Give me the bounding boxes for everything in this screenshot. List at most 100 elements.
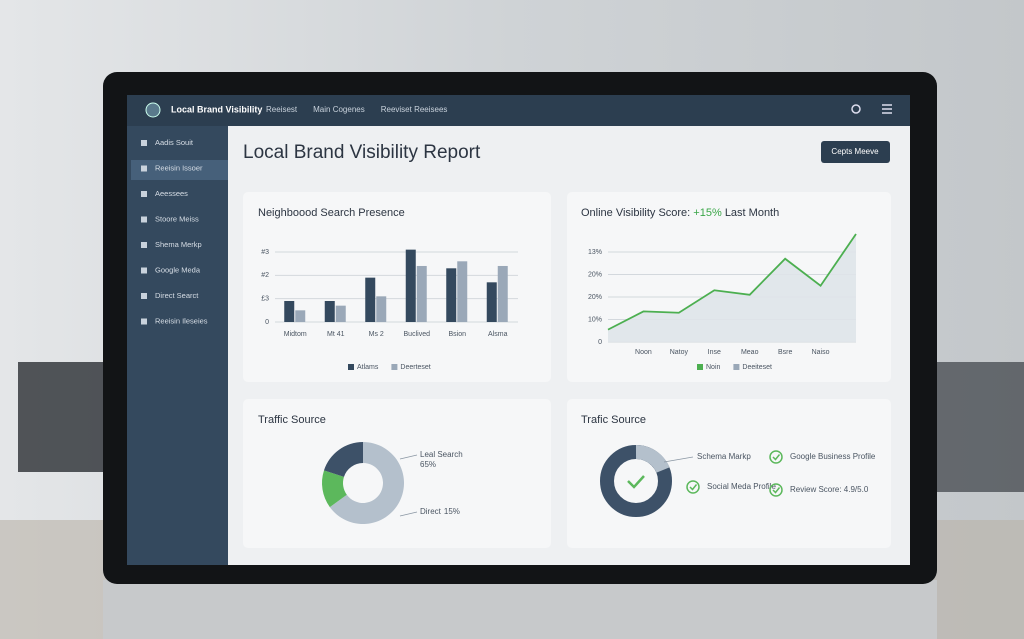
leader-line — [399, 454, 418, 460]
sidebar-icon — [141, 216, 147, 223]
sidebar-item[interactable]: Aadis Souit — [155, 138, 194, 147]
donut-segment — [329, 441, 405, 524]
leader-line — [663, 456, 694, 463]
check-mark — [772, 487, 781, 494]
checklist-item: Schema Markp — [697, 452, 751, 461]
sidebar-item[interactable]: Direct Searct — [155, 291, 199, 300]
x-tick-label: Ms 2 — [369, 331, 384, 338]
x-tick-label: Naiso — [812, 349, 830, 356]
y-tick-label: 20% — [588, 271, 602, 278]
title-part: Online Visibility Score: — [581, 207, 690, 219]
sidebar-icon — [141, 191, 147, 197]
legend-swatch — [391, 364, 398, 370]
card-title: Neighboood Search Presence — [258, 207, 405, 219]
logo — [145, 102, 161, 118]
x-tick-label: Noon — [635, 349, 652, 356]
bar — [497, 265, 508, 322]
x-tick-label: Inse — [708, 349, 721, 356]
sidebar-item[interactable]: Aeessees — [155, 189, 188, 198]
x-tick-label: Buclived — [404, 331, 431, 338]
legend-swatch — [733, 364, 740, 370]
sidebar-item[interactable]: Google Meda — [155, 265, 201, 274]
y-tick-label: #3 — [261, 249, 269, 256]
search-icon[interactable] — [851, 104, 861, 114]
card-title: Trafic Source — [581, 414, 646, 426]
check-icon — [686, 480, 700, 494]
data-label: 15% — [444, 507, 460, 516]
legend-swatch — [697, 364, 703, 370]
monitor-stand — [103, 580, 937, 639]
checklist-item: Review Score: 4.9/5.0 — [790, 485, 869, 494]
leader-line — [399, 511, 418, 517]
y-tick-label: 13% — [588, 249, 602, 256]
data-label: 65% — [420, 460, 436, 469]
button[interactable] — [821, 141, 890, 163]
area — [608, 234, 856, 342]
x-tick-label: Alsma — [488, 331, 508, 338]
sidebar-item[interactable]: Reeisin Ileseies — [155, 316, 208, 325]
x-tick-label: Bsion — [448, 331, 466, 338]
x-tick-label: Midtom — [284, 331, 307, 338]
card-title: Online Visibility Score: +15% Last Month — [581, 207, 779, 219]
bar — [376, 296, 387, 322]
sidebar-icon — [141, 242, 147, 248]
title-part: Last Month — [725, 207, 779, 219]
x-tick-label: Meao — [741, 349, 759, 356]
line — [607, 233, 857, 331]
check-icon — [769, 483, 783, 497]
sidebar-item[interactable]: Stoore Meiss — [155, 214, 199, 223]
donut-segment — [324, 441, 363, 477]
x-tick-label: Mt 41 — [327, 331, 345, 338]
bar — [284, 300, 295, 322]
sidebar-icon — [141, 165, 147, 172]
sidebar-icon — [141, 140, 147, 146]
bar — [335, 305, 346, 322]
menu-icon[interactable] — [882, 104, 892, 114]
checklist-item: Google Business Profile — [790, 452, 876, 461]
sidebar-icon — [141, 267, 147, 274]
sidebar-item[interactable]: Reeisin Issoer — [155, 163, 203, 172]
data-label: Direct — [420, 507, 442, 516]
check — [627, 475, 645, 489]
sidebar-active — [131, 160, 228, 180]
bar — [457, 261, 468, 322]
title-highlight: +15% — [693, 207, 722, 219]
bar — [416, 265, 427, 322]
brand[interactable]: Local Brand Visibility — [171, 104, 262, 114]
sidebar-item[interactable]: Shema Merkp — [155, 240, 202, 249]
card — [243, 192, 551, 382]
y-tick-label: 20% — [588, 294, 602, 301]
legend-label: Deerteset — [400, 364, 430, 371]
nav-item[interactable]: Reeviset Reeisees — [381, 105, 448, 114]
bar — [446, 268, 457, 322]
y-tick-label: 0 — [598, 339, 602, 346]
bar — [405, 249, 416, 322]
nav-item[interactable]: Reeisest — [266, 105, 298, 114]
page-title: Local Brand Visibility Report — [243, 142, 481, 163]
checklist-item: Social Meda Profile — [707, 482, 776, 491]
data-label: Leal Search — [420, 450, 463, 459]
bar — [324, 300, 335, 322]
bar — [486, 282, 497, 322]
y-tick-label: 0 — [265, 319, 269, 326]
donut-segment — [322, 470, 347, 508]
nav-item[interactable]: Main Cogenes — [313, 105, 365, 114]
bar — [295, 310, 306, 322]
bar — [365, 277, 376, 322]
x-tick-label: Bsre — [778, 349, 793, 356]
background-monitor — [930, 362, 1024, 492]
y-tick-label: #2 — [261, 272, 269, 279]
button-label[interactable]: Cepts Meeve — [831, 147, 879, 156]
background-monitor — [18, 362, 108, 472]
y-tick-label: £3 — [261, 296, 269, 303]
sidebar — [127, 126, 228, 565]
check-icon — [769, 450, 783, 464]
legend-label: Atlams — [357, 364, 379, 371]
card-title: Traffic Source — [258, 414, 326, 426]
legend-swatch — [348, 364, 354, 370]
y-tick-label: 10% — [588, 316, 602, 323]
x-tick-label: Natoy — [670, 349, 689, 356]
legend-label: Deeiteset — [742, 364, 772, 371]
legend-label: Noin — [706, 364, 721, 371]
